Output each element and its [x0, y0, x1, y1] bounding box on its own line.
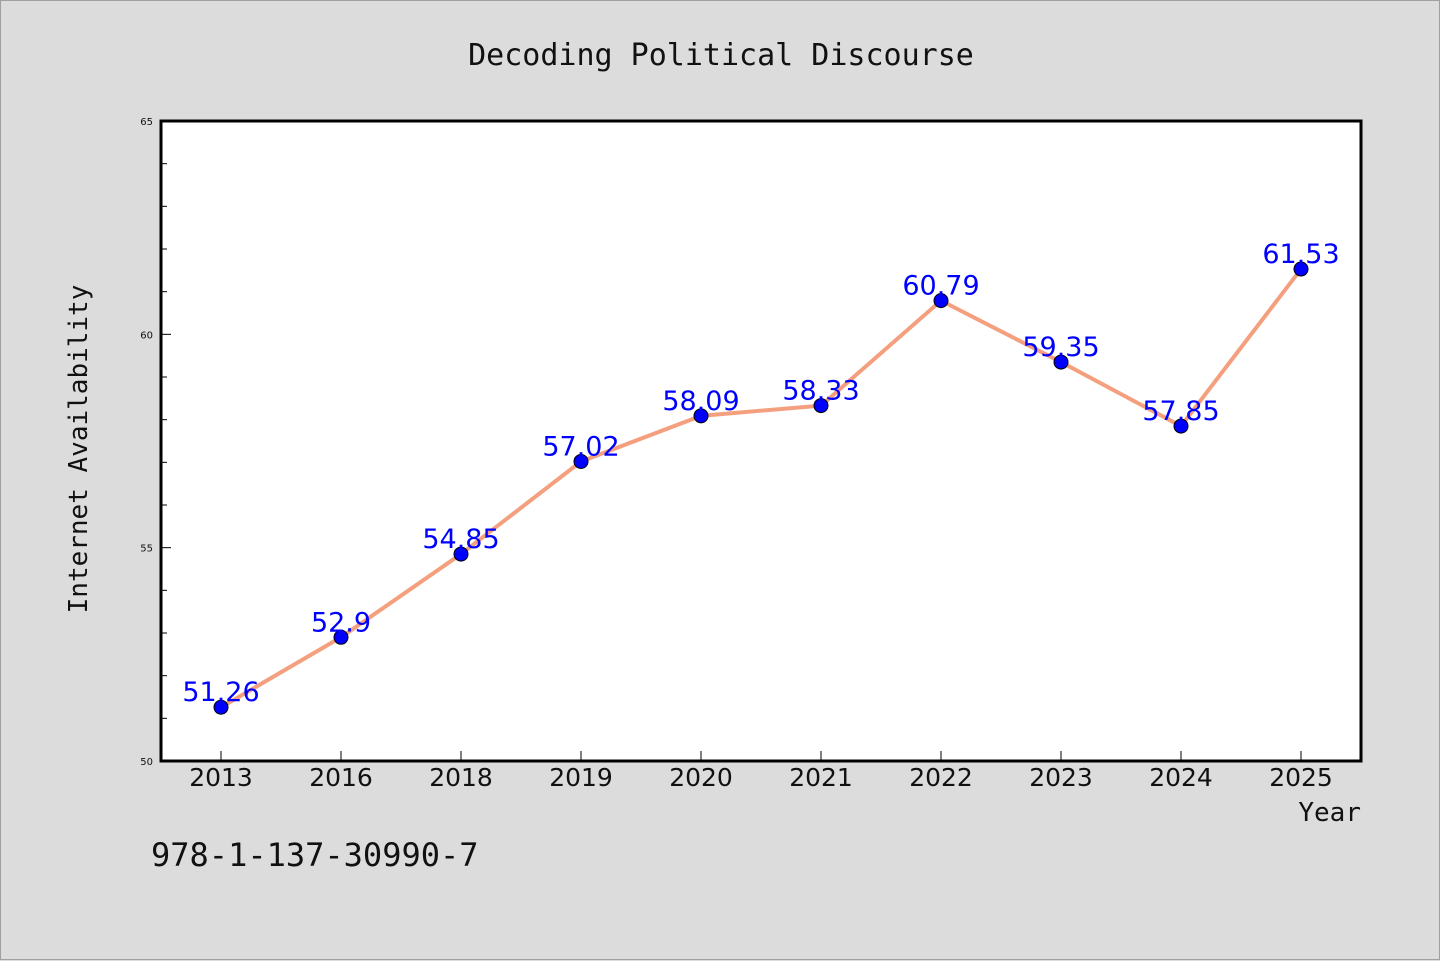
data-label: 60.79 [902, 271, 979, 302]
data-point [1053, 354, 1069, 370]
data-label: 58.33 [782, 376, 859, 407]
x-tick-label: 2016 [309, 763, 373, 792]
data-point [573, 453, 589, 469]
x-axis-label: Year [1298, 798, 1361, 828]
data-labels: 51.26 52.9 54.85 57.02 58.09 58.33 60.79 59.35 5… [182, 239, 1339, 708]
x-axis: 2013 2016 2018 2019 2020 2021 2022 2023 2024 2025 [189, 751, 1333, 792]
x-tick-label: 2025 [1269, 763, 1333, 792]
data-point [213, 699, 229, 715]
y-tick-label: 55 [140, 544, 153, 555]
plot-area [159, 119, 1363, 763]
data-point [693, 408, 709, 424]
data-point [933, 293, 949, 309]
data-label: 51.26 [182, 677, 259, 708]
chart-title: Decoding Political Discourse [468, 38, 974, 73]
x-tick-label: 2013 [189, 763, 253, 792]
x-tick-label: 2018 [429, 763, 493, 792]
data-label: 61.53 [1262, 239, 1339, 270]
data-point [1293, 261, 1309, 277]
y-axis: 50 55 60 65 [140, 117, 171, 768]
data-label: 59.35 [1022, 332, 1099, 363]
series-layer [213, 261, 1309, 715]
x-tick-label: 2024 [1149, 763, 1213, 792]
series-line [219, 267, 1303, 710]
data-point [453, 546, 469, 562]
data-label: 57.02 [542, 431, 619, 462]
data-point [1173, 418, 1189, 434]
data-label: 57.85 [1142, 396, 1219, 427]
y-tick-label: 50 [140, 757, 153, 768]
x-tick-label: 2022 [909, 763, 973, 792]
data-label: 54.85 [422, 524, 499, 555]
data-label: 58.09 [662, 386, 739, 417]
x-tick-label: 2021 [789, 763, 853, 792]
data-point [813, 398, 829, 414]
x-tick-label: 2023 [1029, 763, 1093, 792]
isbn-text: 978-1-137-30990-7 [151, 836, 479, 874]
y-tick-label: 60 [140, 330, 153, 341]
x-tick-label: 2019 [549, 763, 613, 792]
y-tick-label: 65 [140, 117, 153, 128]
x-tick-label: 2020 [669, 763, 733, 792]
y-axis-label: Internet Availability [64, 285, 94, 614]
data-label: 52.9 [311, 607, 371, 638]
data-point [333, 629, 349, 645]
